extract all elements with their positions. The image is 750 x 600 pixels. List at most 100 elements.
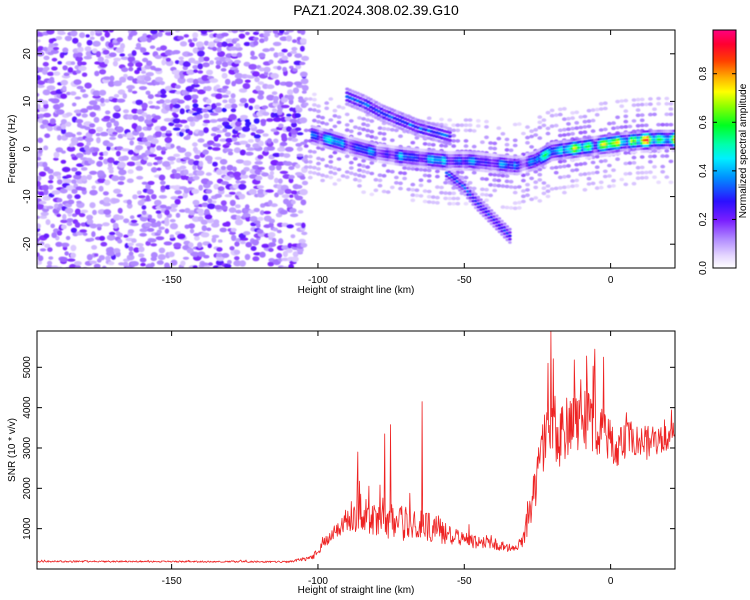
spectrogram-cell <box>639 113 645 117</box>
spectrogram-cell <box>119 76 127 83</box>
spectrogram-cell <box>37 180 41 187</box>
spectrogram-cell <box>287 89 294 96</box>
spectrogram-cell <box>512 122 518 127</box>
spectrogram-cell <box>283 153 291 159</box>
spectrogram-cell <box>291 256 299 263</box>
spectrogram-cell <box>566 116 571 121</box>
spectrogram-cell <box>205 172 212 176</box>
spectrogram-cell <box>73 174 82 180</box>
spectrogram-cell <box>473 192 478 196</box>
spectrogram-cell <box>52 46 60 51</box>
spectrogram-cell <box>92 104 101 111</box>
spectrogram-cell <box>144 75 152 82</box>
spectrogram-cell <box>230 93 236 99</box>
spectrogram-cell <box>268 165 276 171</box>
spectrogram-cell <box>365 170 371 175</box>
spectrogram-cell <box>634 150 638 154</box>
spectrogram-cell <box>92 90 101 97</box>
spectrogram-cell <box>64 251 69 256</box>
spectrogram-cell <box>158 226 165 230</box>
spectrogram-cell <box>639 123 645 128</box>
spectrogram-cell <box>174 30 181 33</box>
spectrogram-cell <box>187 173 194 177</box>
spectrogram-cell <box>268 248 274 252</box>
spectrogram-cell <box>175 84 181 89</box>
spectrogram-cell <box>277 52 285 57</box>
spectrogram-cell <box>660 122 666 127</box>
spectrogram-cell <box>283 31 290 35</box>
spectrogram-cell <box>39 248 47 252</box>
spectrogram-cell <box>184 105 190 110</box>
spectrogram-cell <box>648 112 653 117</box>
spectrogram-cell <box>484 177 489 181</box>
spectrogram-cell <box>150 194 157 200</box>
spectrogram-cell <box>183 169 189 176</box>
spectrogram-cell <box>529 129 534 133</box>
spectrogram-cell <box>426 116 432 120</box>
spectrogram-cell <box>500 205 506 209</box>
spectrogram-cell <box>301 231 308 236</box>
spectrogram-cell <box>103 151 109 156</box>
spectrogram-cell <box>141 112 148 117</box>
spectrogram-cell <box>169 234 175 238</box>
spectrogram-cell <box>70 61 76 65</box>
spectrogram-cell <box>385 190 391 194</box>
spectrogram-cell <box>116 37 123 43</box>
spectrogram-cell <box>447 170 452 174</box>
spectrogram-cell <box>394 175 399 180</box>
spectrogram-cell <box>516 206 522 210</box>
spectrogram-cell <box>177 99 185 104</box>
spectrogram-cell <box>266 118 274 122</box>
spectrogram-cell <box>272 227 279 232</box>
spectrogram-cell <box>257 216 264 221</box>
spectrogram-cell <box>100 36 105 42</box>
spectrogram-cell <box>598 180 604 185</box>
spectrogram-cell <box>344 112 350 117</box>
spectrogram-cell <box>224 57 232 62</box>
spectrogram-cell <box>111 198 120 204</box>
spectrogram-cell <box>303 139 309 143</box>
spectrogram-cell <box>256 185 265 189</box>
spectrogram-cell <box>668 180 674 185</box>
spectrogram-cell <box>274 79 280 86</box>
spectrogram-cell <box>239 260 247 267</box>
spectrogram-cell <box>369 119 375 123</box>
spectrogram-cell <box>328 170 334 175</box>
spectrogram-cell <box>134 161 143 166</box>
spectrogram-cell <box>38 147 43 154</box>
spectrogram-cell <box>447 176 452 180</box>
spectrogram-cell <box>471 189 475 193</box>
spectrogram-cell <box>455 123 461 127</box>
spectrogram-cell <box>455 128 461 133</box>
spectrogram-cell <box>562 107 567 111</box>
spectrogram-cell <box>103 115 111 120</box>
spectrogram-cell <box>295 195 303 201</box>
spectrogram-cell <box>131 50 137 57</box>
spectrogram-cell <box>307 107 313 112</box>
spectrogram-cell <box>97 226 102 231</box>
spectrogram-cell <box>578 125 584 130</box>
spectrogram-cell <box>51 190 61 195</box>
spectrogram-cell <box>142 33 148 38</box>
spectrogram-cell <box>209 119 218 123</box>
spectrogram-cell <box>300 242 308 248</box>
spectrogram-cell <box>127 88 133 93</box>
spectrogram-cell <box>80 209 89 214</box>
spectrogram-cell <box>488 172 493 177</box>
spectrogram-cell <box>452 174 457 178</box>
spectrogram-cell <box>238 193 246 200</box>
spectrogram-cell <box>635 176 641 180</box>
spectrogram-cell <box>82 93 89 98</box>
spectrogram-cell <box>118 175 126 181</box>
spectrogram-cell <box>273 117 282 122</box>
spectrogram-cell <box>42 195 51 201</box>
spectrogram-cell <box>617 152 622 155</box>
colorbar-tick-label: 0.6 <box>698 115 709 129</box>
spectrogram-cell <box>295 184 303 189</box>
spectrogram-cell <box>65 235 71 241</box>
spectrogram-cell <box>533 196 539 200</box>
spectrogram-cell <box>582 161 588 166</box>
spectrogram-cell <box>209 78 219 83</box>
spectrogram-cell <box>74 194 81 200</box>
spectrogram-cell <box>77 60 83 67</box>
